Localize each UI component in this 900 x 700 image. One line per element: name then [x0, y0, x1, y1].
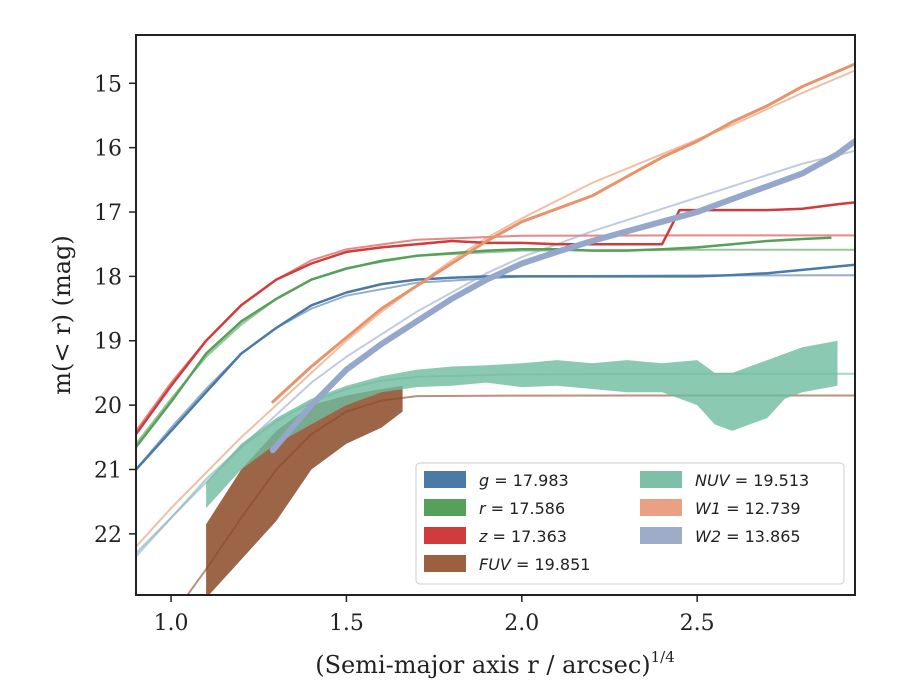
- band-nuv: [206, 340, 838, 509]
- series-line-w2: [269, 138, 855, 454]
- legend: g = 17.983 r = 17.586 z = 17.363 FUV = 19.8…: [415, 462, 845, 585]
- line-series: [136, 62, 855, 471]
- y-tick-label: 19: [94, 330, 122, 355]
- y-tick-label: 22: [94, 523, 122, 548]
- legend-label-r: r = 17.586: [479, 499, 565, 518]
- x-tick-label: 2.0: [504, 611, 539, 636]
- legend-swatch-z: [424, 527, 466, 544]
- x-axis-title-main: (Semi-major axis r / arcsec): [315, 651, 650, 679]
- y-tick-label: 18: [94, 265, 122, 290]
- x-tick-label: 1.0: [154, 611, 189, 636]
- legend-swatch-w1: [640, 499, 682, 516]
- legend-swatch-g: [424, 471, 466, 488]
- y-tick-label: 16: [94, 137, 122, 162]
- y-tick-label: 15: [94, 72, 122, 97]
- legend-frame: [415, 462, 845, 585]
- legend-label-w2: W2 = 13.865: [695, 527, 801, 546]
- model-curves: [136, 69, 855, 595]
- y-axis: 15 16 17 18 19 20 21 22: [94, 72, 136, 548]
- y-tick-label: 20: [94, 394, 122, 419]
- series-line-w1: [271, 62, 855, 404]
- legend-swatch-w2: [640, 527, 682, 544]
- legend-swatch-r: [424, 499, 466, 516]
- legend-label-fuv: FUV = 19.851: [479, 555, 590, 574]
- x-tick-label: 1.5: [329, 611, 364, 636]
- x-axis-title-exponent: 1/4: [651, 648, 675, 666]
- y-axis-title: m(< r) (mag): [48, 235, 76, 394]
- plot-frame: [135, 34, 856, 596]
- legend-label-w1: W1 = 12.739: [695, 499, 801, 518]
- y-tick-label: 21: [94, 458, 122, 483]
- legend-swatch-fuv: [424, 555, 466, 572]
- series-line-r: [136, 236, 832, 449]
- legend-label-g: g = 17.983: [479, 471, 569, 490]
- x-tick-label: 2.5: [680, 611, 715, 636]
- band-fuv: [206, 385, 403, 595]
- legend-label-z: z = 17.363: [478, 527, 567, 546]
- x-axis: 1.0 1.5 2.0 2.5: [154, 595, 715, 636]
- legend-label-nuv: NUV = 19.513: [695, 471, 809, 490]
- series-line-z: [136, 201, 855, 436]
- legend-swatch-nuv: [640, 471, 682, 488]
- y-tick-label: 17: [94, 201, 122, 226]
- x-axis-title: (Semi-major axis r / arcsec)1/4: [315, 648, 675, 679]
- band-series: [206, 340, 838, 595]
